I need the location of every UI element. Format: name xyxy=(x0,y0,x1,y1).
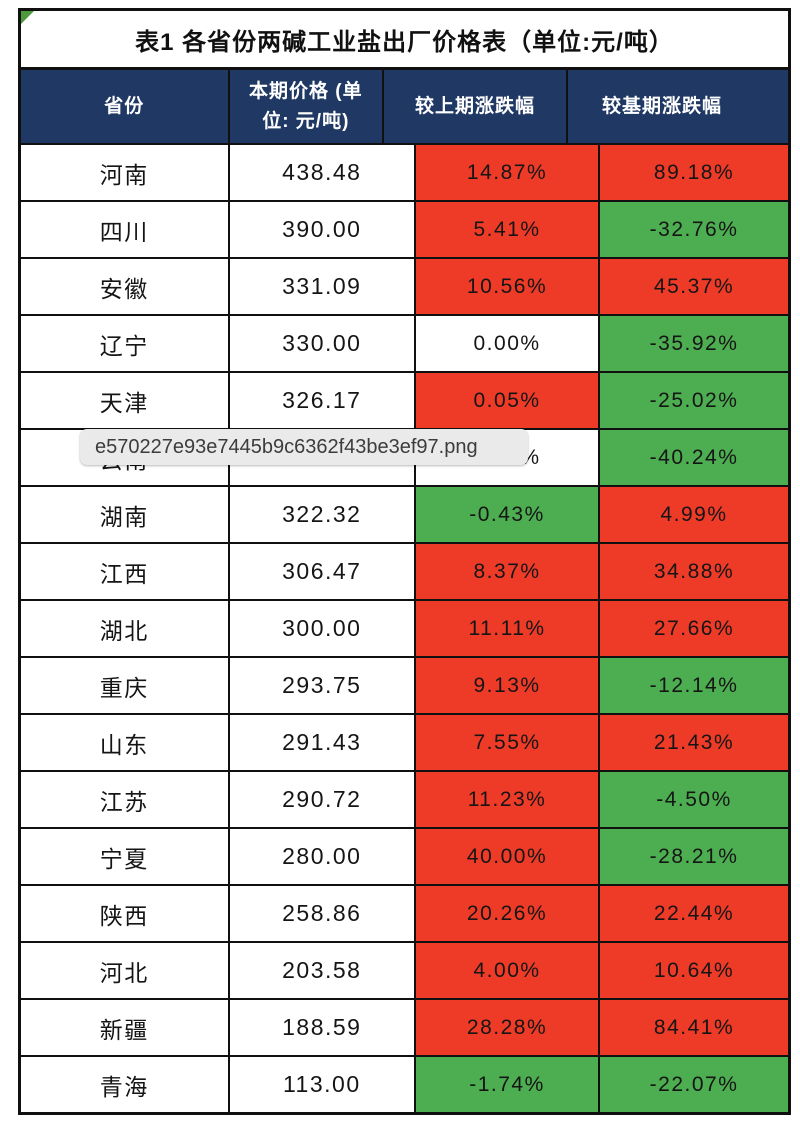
price-cell: 188.59 xyxy=(229,1000,416,1055)
base-change-cell: 34.88% xyxy=(600,544,788,599)
filename-tooltip: e570227e93e7445b9c6362f43be3ef97.png xyxy=(80,429,528,465)
price-cell: 326.17 xyxy=(229,373,416,428)
prev-change-cell: 0.00% xyxy=(415,316,601,371)
table-row: 新疆 188.59 28.28% 84.41% xyxy=(21,1000,788,1057)
table-row: 山东 291.43 7.55% 21.43% xyxy=(21,715,788,772)
base-change-cell: 45.37% xyxy=(600,259,788,314)
table-row: 湖南 322.32 -0.43% 4.99% xyxy=(21,487,788,544)
table-row: 宁夏 280.00 40.00% -28.21% xyxy=(21,829,788,886)
base-change-cell: 89.18% xyxy=(600,145,788,200)
table-row: 江苏 290.72 11.23% -4.50% xyxy=(21,772,788,829)
column-header-prev-change: 较上期涨跌幅 xyxy=(384,70,569,143)
price-cell: 390.00 xyxy=(229,202,416,257)
base-change-cell: 84.41% xyxy=(600,1000,788,1055)
table-row: 四川 390.00 5.41% -32.76% xyxy=(21,202,788,259)
table-header-row: 省份 本期价格 (单位: 元/吨) 较上期涨跌幅 较基期涨跌幅 xyxy=(21,70,788,145)
table-body: 河南 438.48 14.87% 89.18% 四川 390.00 5.41% … xyxy=(21,145,788,1112)
base-change-cell: 21.43% xyxy=(600,715,788,770)
prev-change-cell: 40.00% xyxy=(415,829,601,884)
prev-change-cell: 14.87% xyxy=(415,145,601,200)
price-cell: 306.47 xyxy=(229,544,416,599)
price-table: 表1 各省份两碱工业盐出厂价格表（单位:元/吨） 省份 本期价格 (单位: 元/… xyxy=(18,8,791,1115)
price-cell: 291.43 xyxy=(229,715,416,770)
prev-change-cell: 4.00% xyxy=(415,943,601,998)
prev-change-cell: 7.55% xyxy=(415,715,601,770)
base-change-cell: -22.07% xyxy=(600,1057,788,1112)
price-cell: 331.09 xyxy=(229,259,416,314)
column-header-price: 本期价格 (单位: 元/吨) xyxy=(230,70,384,143)
price-cell: 280.00 xyxy=(229,829,416,884)
province-cell: 江西 xyxy=(21,544,230,599)
table-row: 天津 326.17 0.05% -25.02% xyxy=(21,373,788,430)
table-row: 河北 203.58 4.00% 10.64% xyxy=(21,943,788,1000)
province-cell: 河南 xyxy=(21,145,230,200)
prev-change-cell: 5.41% xyxy=(415,202,601,257)
base-change-cell: -12.14% xyxy=(600,658,788,713)
prev-change-cell: -0.43% xyxy=(415,487,601,542)
prev-change-cell: 28.28% xyxy=(415,1000,601,1055)
province-cell: 江苏 xyxy=(21,772,230,827)
province-cell: 重庆 xyxy=(21,658,230,713)
province-cell: 山东 xyxy=(21,715,230,770)
price-cell: 293.75 xyxy=(229,658,416,713)
province-cell: 四川 xyxy=(21,202,230,257)
price-cell: 330.00 xyxy=(229,316,416,371)
filename-tooltip-text: e570227e93e7445b9c6362f43be3ef97.png xyxy=(95,435,478,458)
prev-change-cell: 9.13% xyxy=(415,658,601,713)
table-row: 青海 113.00 -1.74% -22.07% xyxy=(21,1057,788,1112)
price-cell: 290.72 xyxy=(229,772,416,827)
province-cell: 天津 xyxy=(21,373,230,428)
prev-change-cell: 0.05% xyxy=(415,373,601,428)
province-cell: 湖南 xyxy=(21,487,230,542)
base-change-cell: -4.50% xyxy=(600,772,788,827)
province-cell: 陕西 xyxy=(21,886,230,941)
province-cell: 青海 xyxy=(21,1057,230,1112)
base-change-cell: 27.66% xyxy=(600,601,788,656)
province-cell: 宁夏 xyxy=(21,829,230,884)
base-change-cell: -25.02% xyxy=(600,373,788,428)
price-cell: 203.58 xyxy=(229,943,416,998)
province-cell: 河北 xyxy=(21,943,230,998)
prev-change-cell: 11.11% xyxy=(415,601,601,656)
prev-change-cell: 8.37% xyxy=(415,544,601,599)
province-cell: 湖北 xyxy=(21,601,230,656)
excel-corner-marker-icon xyxy=(21,11,34,24)
base-change-cell: -32.76% xyxy=(600,202,788,257)
price-cell: 300.00 xyxy=(229,601,416,656)
price-cell: 322.32 xyxy=(229,487,416,542)
prev-change-cell: 11.23% xyxy=(415,772,601,827)
base-change-cell: -35.92% xyxy=(600,316,788,371)
table-row: 湖北 300.00 11.11% 27.66% xyxy=(21,601,788,658)
province-cell: 安徽 xyxy=(21,259,230,314)
base-change-cell: 22.44% xyxy=(600,886,788,941)
price-cell: 113.00 xyxy=(229,1057,416,1112)
province-cell: 新疆 xyxy=(21,1000,230,1055)
prev-change-cell: -1.74% xyxy=(415,1057,601,1112)
price-cell: 438.48 xyxy=(229,145,416,200)
table-row: 江西 306.47 8.37% 34.88% xyxy=(21,544,788,601)
province-cell: 辽宁 xyxy=(21,316,230,371)
base-change-cell: 4.99% xyxy=(600,487,788,542)
table-row: 陕西 258.86 20.26% 22.44% xyxy=(21,886,788,943)
column-header-province: 省份 xyxy=(21,70,230,143)
table-row: 安徽 331.09 10.56% 45.37% xyxy=(21,259,788,316)
base-change-cell: -28.21% xyxy=(600,829,788,884)
prev-change-cell: 10.56% xyxy=(415,259,601,314)
base-change-cell: 10.64% xyxy=(600,943,788,998)
table-title: 表1 各省份两碱工业盐出厂价格表（单位:元/吨） xyxy=(21,11,788,70)
price-cell: 258.86 xyxy=(229,886,416,941)
prev-change-cell: 20.26% xyxy=(415,886,601,941)
table-row: 重庆 293.75 9.13% -12.14% xyxy=(21,658,788,715)
table-row: 辽宁 330.00 0.00% -35.92% xyxy=(21,316,788,373)
table-row: 河南 438.48 14.87% 89.18% xyxy=(21,145,788,202)
base-change-cell: -40.24% xyxy=(600,430,788,485)
column-header-base-change: 较基期涨跌幅 xyxy=(602,95,723,117)
